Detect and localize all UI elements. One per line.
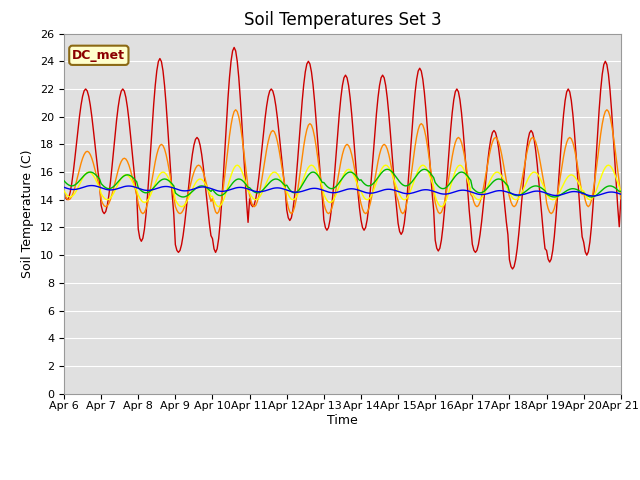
Y-axis label: Soil Temperature (C): Soil Temperature (C) (22, 149, 35, 278)
Title: Soil Temperatures Set 3: Soil Temperatures Set 3 (244, 11, 441, 29)
Text: DC_met: DC_met (72, 49, 125, 62)
X-axis label: Time: Time (327, 414, 358, 427)
